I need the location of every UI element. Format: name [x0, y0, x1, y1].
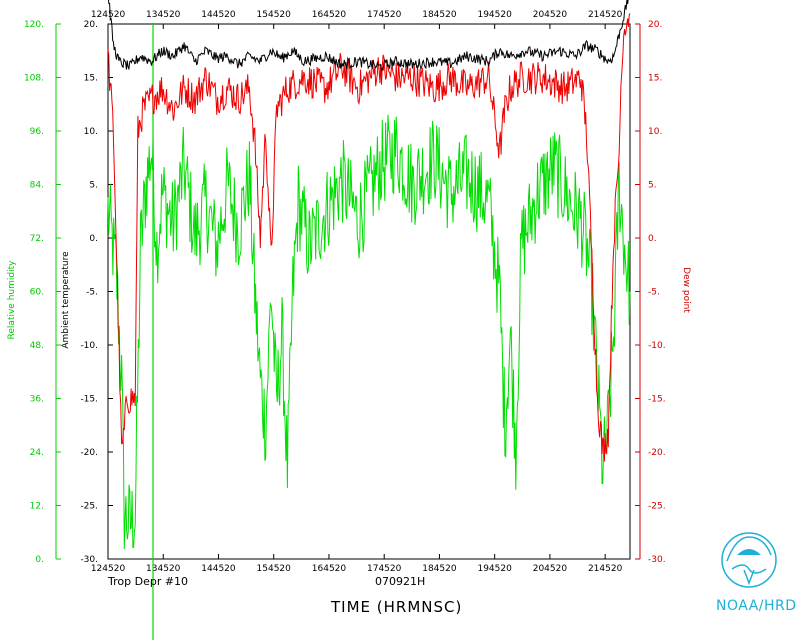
x-tick-label-top: 184520	[422, 10, 457, 20]
x-tick-label-top: 124520	[91, 10, 126, 20]
humidity-tick-label: 120.	[24, 20, 44, 30]
noaa-logo-icon	[714, 525, 784, 595]
humidity-tick-label: 96.	[30, 127, 44, 137]
x-tick-label-bottom: 204520	[533, 564, 568, 574]
dewpoint-tick-label: 5.	[648, 181, 657, 191]
storm-title: Trop Depr #10	[108, 575, 189, 588]
humidity-tick-label: 72.	[30, 234, 44, 244]
dewpoint-axis-label: Dew point	[681, 267, 691, 313]
temp-tick-label: -30.	[80, 555, 98, 565]
temp-tick-label: -25.	[80, 502, 98, 512]
x-tick-label-top: 204520	[533, 10, 568, 20]
x-tick-label-bottom: 214520	[588, 564, 623, 574]
dewpoint-tick-label: 0.	[648, 234, 657, 244]
x-tick-label-bottom: 184520	[422, 564, 457, 574]
noaa-hrd-label: NOAA/HRD	[716, 598, 797, 614]
x-tick-label-bottom: 174520	[367, 564, 402, 574]
temperature-series-line	[108, 0, 630, 73]
dewpoint-tick-label: -5.	[648, 288, 660, 298]
x-tick-label-bottom: 164520	[312, 564, 347, 574]
dewpoint-tick-label: 15.	[648, 74, 662, 84]
temp-tick-label: 5.	[89, 181, 98, 191]
x-tick-label-top: 174520	[367, 10, 402, 20]
x-tick-label-top: 164520	[312, 10, 347, 20]
temp-axis-label: Ambient temperature	[61, 251, 71, 349]
humidity-axis-label: Relative humidity	[7, 260, 17, 340]
x-tick-label-top: 194520	[477, 10, 512, 20]
humidity-tick-label: 12.	[30, 502, 44, 512]
x-tick-label-bottom: 154520	[257, 564, 292, 574]
dewpoint-tick-label: 20.	[648, 20, 662, 30]
x-tick-label-bottom: 144520	[201, 564, 236, 574]
x-tick-label-top: 214520	[588, 10, 623, 20]
temp-tick-label: 0.	[89, 234, 98, 244]
x-tick-label-bottom: 124520	[91, 564, 126, 574]
x-tick-label-bottom: 134520	[146, 564, 181, 574]
dewpoint-tick-label: -20.	[648, 448, 666, 458]
temp-tick-label: -10.	[80, 341, 98, 351]
x-tick-label-top: 144520	[201, 10, 236, 20]
humidity-tick-label: 84.	[30, 181, 44, 191]
x-tick-label-bottom: 194520	[477, 564, 512, 574]
dewpoint-tick-label: -10.	[648, 341, 666, 351]
temp-tick-label: -15.	[80, 395, 98, 405]
x-tick-label-top: 134520	[146, 10, 181, 20]
temp-tick-label: -20.	[80, 448, 98, 458]
dewpoint-tick-label: -15.	[648, 395, 666, 405]
humidity-tick-label: 48.	[30, 341, 44, 351]
humidity-tick-label: 108.	[24, 74, 44, 84]
dewpoint-tick-label: 10.	[648, 127, 662, 137]
dewpoint-series-line	[107, 13, 631, 462]
humidity-tick-label: 36.	[30, 395, 44, 405]
dewpoint-tick-label: -30.	[648, 555, 666, 565]
temp-tick-label: 15.	[84, 74, 98, 84]
x-tick-label-top: 154520	[257, 10, 292, 20]
temp-tick-label: -5.	[86, 288, 98, 298]
temp-tick-label: 10.	[84, 127, 98, 137]
plot-frame	[107, 23, 631, 560]
date-label: 070921H	[375, 575, 426, 588]
humidity-tick-label: 0.	[35, 555, 44, 565]
humidity-tick-label: 24.	[30, 448, 44, 458]
x-axis-label: TIME (HRMNSC)	[331, 598, 463, 616]
humidity-tick-label: 60.	[30, 288, 44, 298]
dewpoint-tick-label: -25.	[648, 502, 666, 512]
humidity-series-line	[107, 114, 631, 550]
temp-tick-label: 20.	[84, 20, 98, 30]
